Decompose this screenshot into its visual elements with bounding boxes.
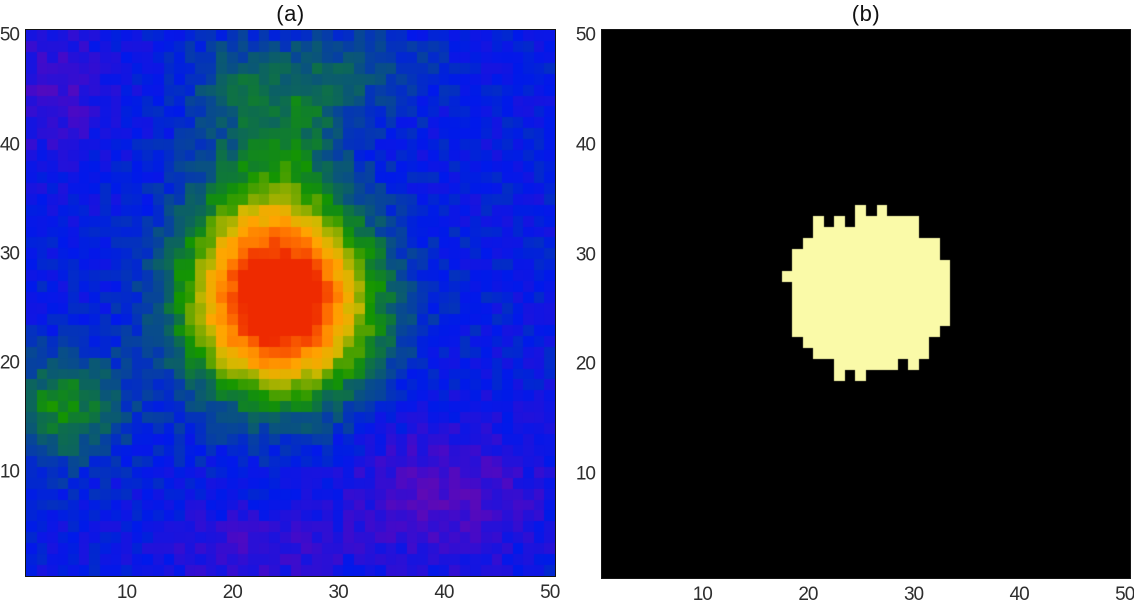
panel-b-title: (b) [851, 1, 881, 26]
panel-a-heatmap [25, 29, 556, 577]
panel-b-x-tick-label: 40 [1009, 584, 1030, 605]
panel-a-y-tick-label: 40 [0, 134, 20, 156]
panel-b-x-tick-label: 30 [903, 584, 924, 605]
panel-b-x-tick-label: 20 [798, 584, 818, 605]
panel-b-y-tick-label: 30 [575, 244, 596, 266]
panel-b-x-tick-label: 50 [1115, 584, 1134, 605]
panel-a-x-tick-label: 40 [434, 582, 454, 603]
panel-a-y-tick-label: 10 [0, 461, 20, 483]
panel-a-x-tick-label: 10 [116, 582, 137, 603]
panel-b-y-tick-label: 10 [575, 463, 596, 485]
panel-a-title: (a) [276, 1, 305, 26]
panel-a-y-tick-label: 30 [0, 243, 20, 265]
panel-b-y-tick-label: 20 [575, 353, 596, 375]
panel-a-x-tick-label: 30 [328, 582, 349, 603]
panel-a-x-tick-label: 20 [222, 582, 243, 603]
panel-a-x-tick-label: 50 [540, 582, 560, 603]
panel-a-y-tick-label: 20 [0, 352, 20, 374]
panel-b-mask [601, 29, 1131, 579]
panel-b-x-tick-label: 10 [692, 584, 713, 605]
panel-b-y-tick-label: 50 [575, 24, 596, 46]
panel-a-y-tick-label: 50 [0, 24, 20, 46]
panel-b-y-tick-label: 40 [575, 134, 596, 156]
